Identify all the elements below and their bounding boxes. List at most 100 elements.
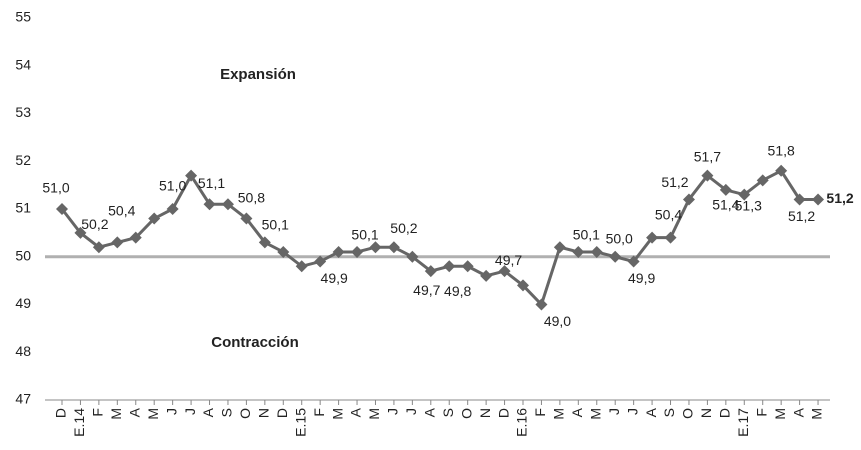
marker [240, 212, 253, 225]
marker [812, 193, 825, 206]
marker [185, 169, 198, 182]
x-tick-label: J [182, 408, 198, 415]
marker [461, 260, 474, 273]
marker [56, 203, 68, 215]
x-tick-label: A [126, 407, 142, 417]
x-tick-label: M [108, 408, 124, 420]
data-label: 50,1 [351, 227, 378, 243]
data-label: 51,7 [694, 148, 721, 164]
marker [553, 241, 566, 254]
marker [775, 164, 788, 177]
x-tick-label: D [274, 408, 290, 418]
marker [535, 298, 548, 311]
data-label: 50,1 [573, 227, 600, 243]
marker [314, 255, 327, 268]
x-tick-label: F [753, 408, 769, 417]
data-label: 51,1 [198, 175, 225, 191]
x-tick-label: A [422, 407, 438, 417]
data-label: 50,1 [262, 217, 289, 233]
marker [295, 260, 308, 273]
x-tick-label: M [772, 408, 788, 420]
x-tick-label: A [643, 407, 659, 417]
marker [609, 250, 622, 263]
marker [424, 265, 437, 278]
data-label: 49,8 [444, 283, 471, 299]
marker [664, 231, 677, 244]
x-tick-label: M [809, 408, 825, 420]
data-label: 50,2 [390, 220, 417, 236]
x-tick-label: J [624, 408, 640, 415]
x-tick-label: D [495, 408, 511, 418]
marker [148, 212, 161, 225]
x-tick-label: M [329, 408, 345, 420]
data-label: 51,2 [788, 208, 815, 224]
x-tick-label: A [569, 407, 585, 417]
x-tick-label: F [532, 408, 548, 417]
data-label: 51,0 [159, 178, 186, 194]
marker [406, 250, 419, 263]
y-tick-label: 48 [15, 343, 31, 359]
annotation: Expansión [220, 66, 296, 83]
x-tick-label: M [366, 408, 382, 420]
marker [221, 198, 234, 211]
marker [572, 245, 585, 258]
marker [793, 193, 806, 206]
x-tick-label: S [440, 408, 456, 417]
marker [498, 265, 511, 278]
series-line [60, 168, 819, 308]
marker [332, 245, 345, 258]
data-label: 50,0 [606, 230, 633, 246]
y-tick-label: 51 [15, 200, 31, 216]
x-tick-label: D [53, 408, 69, 418]
data-label: 50,2 [81, 216, 108, 232]
marker [166, 203, 179, 215]
data-label: 50,4 [655, 206, 682, 222]
y-tick-label: 47 [15, 391, 31, 407]
y-tick-label: 49 [15, 295, 31, 311]
x-tick-label: E.16 [514, 408, 530, 437]
x-tick-label: O [680, 408, 696, 419]
marker [480, 269, 493, 282]
data-label: 49,9 [321, 270, 348, 286]
data-label: 51,3 [735, 197, 762, 213]
marker [203, 198, 216, 211]
marker [74, 226, 87, 239]
data-label: 50,4 [108, 202, 135, 218]
x-tick-label: E.14 [71, 408, 87, 437]
x-tick-label: M [145, 408, 161, 420]
x-tick-label: M [587, 408, 603, 420]
x-tick-label: N [477, 408, 493, 418]
x-tick-label: J [385, 408, 401, 415]
data-label: 51,4 [712, 197, 739, 213]
y-tick-label: 55 [15, 9, 31, 25]
marker [111, 236, 124, 249]
data-label: 51,2 [826, 190, 853, 206]
marker [590, 245, 603, 258]
x-tick-label: O [458, 408, 474, 419]
marker [92, 241, 105, 254]
y-tick-label: 50 [15, 247, 31, 263]
x-tick-label: E.17 [735, 408, 751, 437]
data-label: 51,0 [42, 180, 69, 196]
marker [517, 279, 529, 292]
x-tick-label: E.15 [292, 408, 308, 437]
y-tick-label: 53 [15, 104, 31, 120]
marker [646, 231, 659, 244]
marker [129, 231, 142, 244]
marker [682, 193, 695, 206]
x-tick-label: A [200, 407, 216, 417]
marker [351, 245, 364, 258]
data-label: 50,8 [238, 189, 265, 205]
x-tick-label: J [606, 408, 622, 415]
y-tick-label: 52 [15, 152, 31, 168]
data-label: 49,7 [495, 252, 522, 268]
x-tick-label: J [403, 408, 419, 415]
x-tick-label: N [256, 408, 272, 418]
x-tick-label: N [698, 408, 714, 418]
marker [369, 241, 382, 254]
data-label: 49,7 [413, 282, 440, 298]
x-tick-label: M [551, 408, 567, 420]
x-tick-label: D [717, 408, 733, 418]
x-tick-label: A [348, 407, 364, 417]
x-tick-label: A [790, 407, 806, 417]
